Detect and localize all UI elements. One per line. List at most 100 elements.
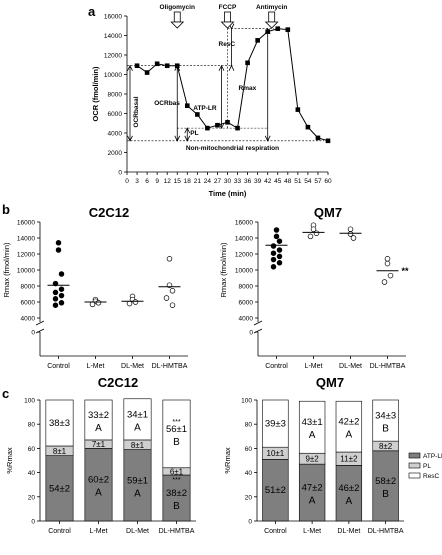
ocr-point [255,38,260,43]
x-tick-label: L-Met [303,528,321,535]
x-tick-label: 42 [264,178,272,185]
data-point-filled [58,271,65,277]
y-tick-label: 8000 [239,284,254,291]
panel-title: C2C12 [98,375,138,390]
bar-value-label: 58±2 [375,476,396,487]
axis-break-mark-1 [253,320,263,326]
fccp-arrow [220,11,235,29]
y-axis-title: OCR (fmol/min) [91,66,100,121]
ocr-basal-label: OCRbasal [133,96,140,127]
y-tick-label: 2000 [108,150,123,157]
data-point-open [384,260,391,267]
y-tick-label: 10000 [104,72,122,79]
bar-value-label: 6±1 [170,467,184,476]
ocr-bas-label: OCRbas [154,100,180,107]
fccp-arrow-shaft [224,11,231,23]
data-point-filled [55,240,62,246]
y-tick-label: 12000 [104,53,122,60]
bar-value-label: 51±2 [265,485,286,496]
rmax-label: Rmax [239,85,257,92]
y-tick-label: 8000 [21,284,36,291]
x-tick-label: 36 [244,178,252,185]
data-point-filled [52,302,59,308]
bar-value-label: 54±2 [49,483,70,494]
bar-group-letter: B [382,489,389,500]
x-axis-title: Time (min) [209,189,247,198]
x-tick-label: 57 [314,178,322,185]
data-point-filled [276,247,283,253]
x-tick-label: Control [47,363,70,370]
data-point-filled [273,227,280,233]
data-point-filled [270,264,277,270]
data-point-open [313,230,320,236]
atp-lr-arrow-head-bottom [218,122,225,130]
y-axis-title: %Rmax [5,447,14,474]
data-point-open [126,300,133,307]
y-tick-label-zero: 0 [31,330,35,337]
bar-group-letter: A [134,422,141,433]
panel-b-qm7-chart: QM7 4000 6000 8000 10000 12000 14000 16000 0 Rmax… [219,205,409,370]
y-tick-label: 60 [28,446,36,453]
ocr-point [215,122,220,128]
x-tick-label: DL-Met [121,363,144,370]
bar-segment-atp-lr [262,458,289,522]
data-point-filled [52,289,59,296]
x-tick-label: L-Met [90,528,108,535]
y-tick-label: 100 [241,398,252,405]
bar-value-label: 38±3 [49,418,70,429]
x-tick-label: DL-HMTBA [159,528,195,535]
x-tick-label: L-Met [305,363,323,370]
bar-significance: *** [172,419,180,426]
data-point-filled [58,286,65,292]
x-tick-label: 9 [155,178,159,185]
ocr-point [225,119,230,125]
data-point-filled [270,243,277,249]
x-tick-label: DL-Met [339,363,362,370]
bar-group-letter: A [346,430,353,441]
x-tick-label: 6 [145,178,149,185]
y-tick-label: 14000 [235,236,253,243]
bar-value-label: 8±1 [53,447,67,456]
atp-lr-label: ATP-LR [193,105,217,112]
fccp-arrow-head [220,21,235,29]
bar-value-label: 10±1 [267,449,285,458]
x-tick-label: 60 [324,178,332,185]
oligomycin-arrow-head [170,21,185,29]
y-tick-label: 40 [28,470,36,477]
y-tick-label: 10000 [235,268,253,275]
x-tick-label: 12 [164,178,172,185]
bar-value-label: 47±2 [302,483,323,494]
bar-group-letter: A [309,430,316,441]
significance-marker: ** [402,266,410,276]
x-tick-label: 21 [194,178,202,185]
y-axis-title: %Rmax [223,447,232,474]
x-tick-label: 51 [294,178,302,185]
y-axis-title: Rmax (fmol/min) [219,242,228,298]
panel-c-c2c12-chart: C2C12 0 20 40 60 80 100 %Rmax 54±2 8±1 38±3 Control… [5,375,196,535]
data-point-filled [58,300,65,306]
bar-segment-resc [335,400,363,453]
bar-value-label: 42±2 [338,417,359,428]
data-point-filled [270,250,277,256]
bar-segment-resc [162,399,191,469]
y-tick-label-zero: 0 [249,330,253,337]
x-tick-label: DL-HMTBA [370,363,406,370]
y-tick-label: 0 [248,519,252,526]
x-tick-label: 27 [214,178,222,185]
bar-value-label: 43±1 [302,417,323,428]
bar-segment-resc [372,399,399,442]
non-mito-label: Non-mitochondrial respiration [186,145,279,152]
ocr-point [195,112,200,117]
bar-group-letter: A [309,496,316,507]
bar-group-letter: B [173,437,180,448]
data-point-open [95,300,102,306]
data-point-open [163,295,170,301]
x-tick-label: 39 [254,178,262,185]
ocr-point [305,124,311,130]
legend-label: ResC [423,473,440,480]
ocr-point [315,135,321,141]
y-tick-label: 16000 [235,220,253,227]
pl-label: PL [190,130,198,137]
legend-swatch [408,472,421,479]
